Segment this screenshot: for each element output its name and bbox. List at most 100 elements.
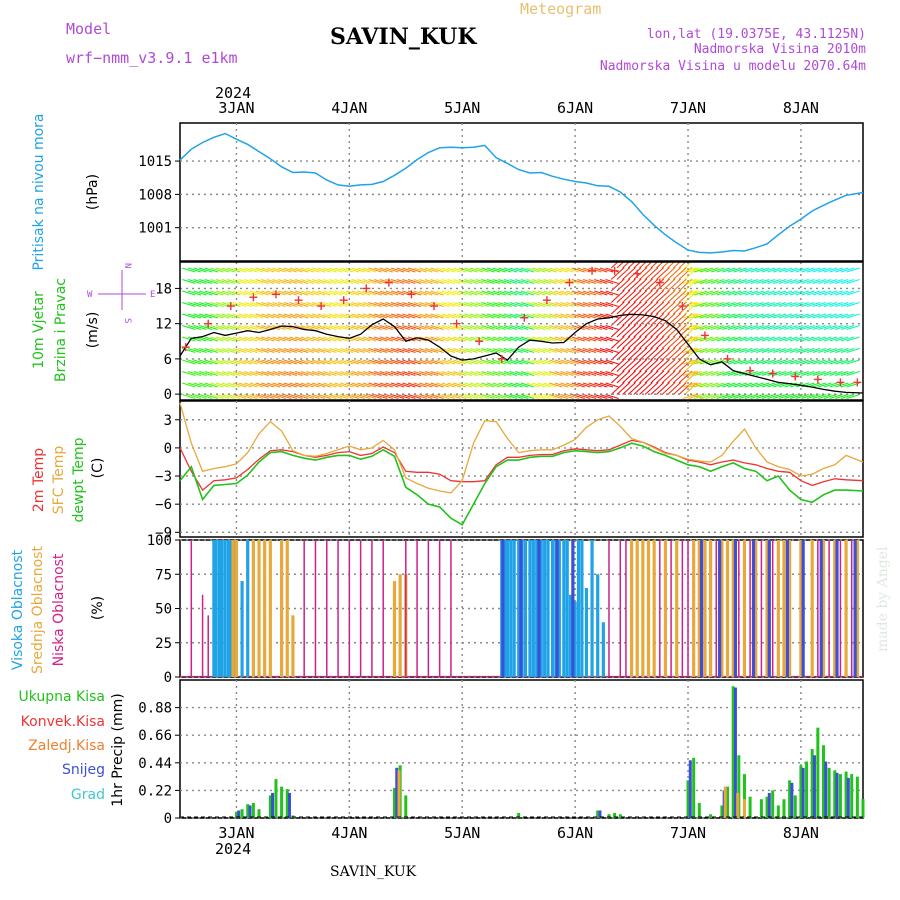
- wind-barb: [722, 267, 736, 273]
- wind-barb: [761, 324, 776, 331]
- wind-barb: [823, 313, 838, 319]
- wind-barb: [492, 370, 506, 377]
- wind-barb: [639, 278, 653, 292]
- wind-barb: [661, 278, 676, 292]
- wind-barb: [699, 324, 714, 331]
- wind-barb: [328, 393, 343, 400]
- wind-barb: [756, 359, 770, 365]
- wind-barb: [537, 359, 552, 365]
- wind-barb: [453, 313, 467, 319]
- cloud-bar: [371, 540, 373, 677]
- wind-barb: [616, 324, 631, 338]
- wind-barb: [605, 347, 619, 354]
- wind-barb: [650, 370, 665, 384]
- wind-barb: [498, 267, 512, 273]
- wind-barb: [835, 290, 849, 296]
- wind-barb: [278, 313, 292, 319]
- wind-barb: [795, 347, 809, 354]
- wind-barb: [407, 359, 422, 365]
- wind-barb: [667, 347, 682, 361]
- wind-barb: [672, 278, 687, 292]
- wind-barb: [266, 301, 281, 308]
- wind-barb: [532, 267, 546, 273]
- wind-barb: [520, 301, 535, 308]
- wind-barb: [688, 301, 702, 308]
- wind-barb: [750, 290, 764, 296]
- cloud-bar: [519, 540, 523, 677]
- wind-barb: [588, 313, 602, 319]
- wind-barb: [739, 301, 753, 308]
- cloud-bar: [405, 540, 407, 677]
- wind-barb: [639, 324, 653, 338]
- precip-bar: [240, 809, 244, 818]
- wind-barb: [829, 301, 843, 308]
- wind-barb: [722, 324, 736, 331]
- wind-barb: [300, 382, 314, 388]
- wind-barb: [682, 313, 697, 319]
- y-tick-label: 6: [164, 352, 172, 368]
- wind-barb: [424, 393, 439, 400]
- wind-barb: [806, 336, 821, 342]
- precip-bar: [821, 745, 825, 818]
- wind-barb: [622, 336, 636, 349]
- wind-barb: [543, 336, 557, 342]
- cloud-bar: [738, 540, 740, 677]
- wind-barb: [210, 336, 224, 342]
- wind-barb: [594, 382, 608, 388]
- wind-barb: [300, 336, 314, 342]
- wind-barb: [227, 301, 241, 308]
- wind-barb: [526, 267, 540, 273]
- wind-barb: [599, 382, 614, 388]
- wind-barb: [475, 347, 489, 354]
- wind-barb: [835, 324, 849, 331]
- wind-barb: [639, 290, 653, 303]
- wind-barb: [227, 393, 241, 400]
- wind-barb: [599, 290, 614, 296]
- wind-barb: [210, 324, 224, 331]
- wind-barb: [526, 382, 540, 388]
- wind-barb: [300, 347, 314, 354]
- wind-barb: [244, 324, 258, 331]
- wind-barb: [351, 336, 365, 342]
- wind-barb: [340, 324, 354, 331]
- temp-ylabel-dewpt: dewpt Temp: [71, 437, 87, 522]
- wind-barb: [650, 324, 665, 338]
- wind-barb: [221, 278, 235, 285]
- watermark: made by Angel: [875, 546, 891, 652]
- wind-barb: [204, 359, 218, 365]
- precip-unit: 1hr Precip (mm): [110, 693, 126, 806]
- wind-barb: [790, 336, 804, 342]
- wind-barb: [694, 290, 708, 296]
- wind-barb: [374, 393, 388, 400]
- wind-barb: [594, 393, 608, 400]
- bottom-day-label: 8JAN: [783, 824, 819, 842]
- wind-barb: [727, 267, 742, 273]
- wind-barb: [221, 359, 235, 365]
- wind-barb: [790, 324, 804, 331]
- wind-barb: [605, 301, 619, 308]
- wind-barb: [694, 359, 708, 365]
- wind-barb: [227, 336, 241, 342]
- wind-barb: [464, 290, 478, 296]
- wind-barb: [374, 336, 388, 342]
- wind-barb: [204, 347, 218, 354]
- wind-barb: [334, 347, 348, 354]
- wind-barb: [255, 313, 269, 319]
- wind-barb: [778, 336, 793, 342]
- wind-barb: [351, 290, 365, 296]
- wind-barb: [699, 290, 714, 296]
- wind-barb: [571, 278, 585, 285]
- wind-barb: [633, 347, 648, 361]
- wind-barb: [204, 313, 218, 319]
- precip-bar: [709, 814, 713, 818]
- wind-barb: [571, 393, 585, 400]
- wind-barb: [699, 278, 714, 285]
- wind-barb: [334, 382, 348, 388]
- wind-barb: [716, 290, 730, 296]
- wind-barb: [475, 324, 489, 331]
- wind-barb: [390, 359, 405, 365]
- wind-barb: [560, 301, 574, 308]
- wind-barb: [733, 359, 747, 365]
- precip-bar: [234, 811, 238, 818]
- wind-barb: [436, 393, 450, 400]
